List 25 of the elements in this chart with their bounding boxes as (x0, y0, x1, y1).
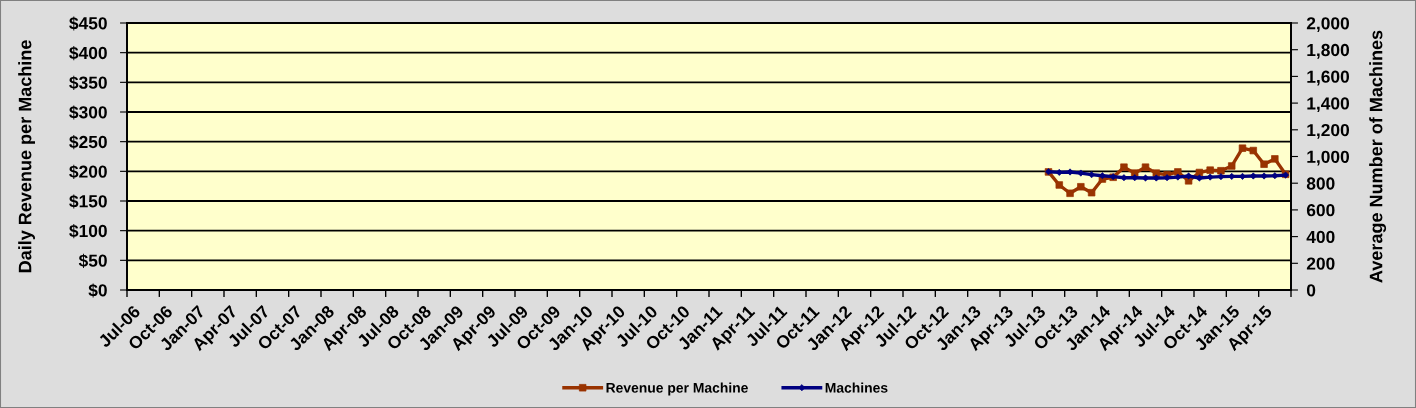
y2-tick-label: 1,400 (1307, 97, 1350, 113)
legend-label: Machines (825, 382, 888, 393)
y2-tick-label: 800 (1306, 177, 1335, 190)
y2-tick-label: 2,000 (1306, 17, 1350, 32)
y-tick-label: $400 (69, 46, 107, 61)
y2-tick-label: 1,600 (1307, 70, 1350, 86)
y2-tick-label: 1,000 (1307, 150, 1350, 166)
y-tick-label: $450 (69, 16, 107, 31)
y2-tick-label: 400 (1306, 230, 1335, 244)
y-tick-label: $150 (69, 194, 107, 209)
y-tick-label: $100 (69, 224, 107, 239)
y2-tick-label: 200 (1306, 257, 1335, 270)
y2-tick-label: 1,200 (1307, 123, 1350, 139)
y-tick-label: $250 (69, 135, 107, 150)
y2-tick-label: 600 (1306, 204, 1335, 217)
y-axis-title: Daily Revenue per Machine (18, 40, 35, 273)
y2-tick-label: 1,800 (1307, 43, 1350, 59)
y-tick-label: $300 (69, 105, 107, 120)
legend-label: Revenue per Machine (606, 382, 748, 396)
y-tick-label: $350 (69, 75, 107, 90)
y2-axis-title: Average Number of Machines (1369, 30, 1387, 283)
y-tick-label: $200 (69, 164, 107, 179)
y-tick-label: $0 (88, 283, 107, 298)
y-tick-label: $50 (78, 253, 107, 268)
y2-tick-label: 0 (1306, 284, 1316, 297)
